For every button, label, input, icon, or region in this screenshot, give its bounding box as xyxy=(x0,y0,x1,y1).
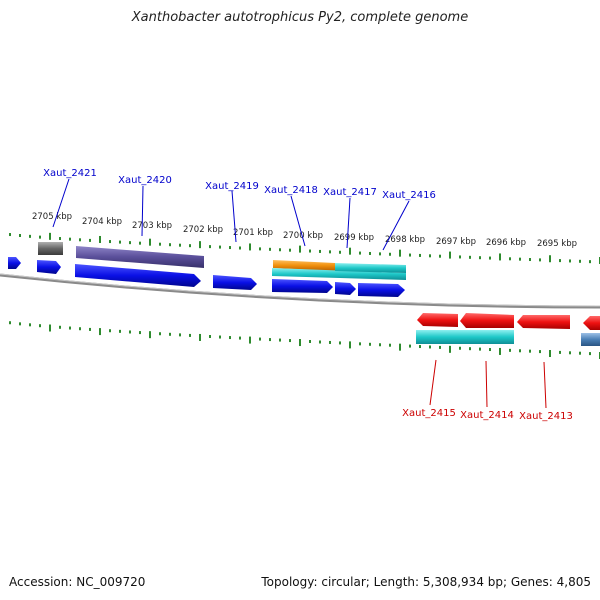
gene-arrow[interactable] xyxy=(75,264,201,287)
feature-box-orange[interactable] xyxy=(273,260,335,271)
gene-label[interactable]: Xaut_2414 xyxy=(460,410,514,421)
gene-arrow[interactable] xyxy=(213,275,257,290)
feature-box-cyan[interactable] xyxy=(416,330,514,344)
scale-label: 2698 kbp xyxy=(385,235,425,245)
gene-label[interactable]: Xaut_2420 xyxy=(118,175,172,186)
feature-box-cyan[interactable] xyxy=(272,268,406,280)
forward-strand xyxy=(8,242,406,297)
scale-ticks-top xyxy=(9,232,600,264)
gene-arrow[interactable] xyxy=(460,313,514,328)
gene-label[interactable]: Xaut_2419 xyxy=(205,181,259,192)
feature-box-purple[interactable] xyxy=(76,246,204,268)
gene-label[interactable]: Xaut_2416 xyxy=(382,190,436,201)
gene-arrow[interactable] xyxy=(335,282,356,295)
gene-label[interactable]: Xaut_2413 xyxy=(519,411,573,422)
scale-label: 2704 kbp xyxy=(82,217,122,227)
gene-arrow[interactable] xyxy=(583,316,600,330)
gene-arrow[interactable] xyxy=(417,313,458,327)
gene-label[interactable]: Xaut_2415 xyxy=(402,408,456,419)
scale-label: 2703 kbp xyxy=(132,221,172,231)
scale-label: 2705 kbp xyxy=(32,212,72,222)
genome-summary-text: Topology: circular; Length: 5,308,934 bp… xyxy=(261,575,591,589)
scale-label: 2700 kbp xyxy=(283,231,323,241)
accession-text: Accession: NC_009720 xyxy=(9,575,146,589)
gene-arrow[interactable] xyxy=(272,279,333,293)
gene-arrow[interactable] xyxy=(517,315,570,329)
reverse-labels: Xaut_2415 Xaut_2414 Xaut_2413 xyxy=(402,359,573,422)
scale-label: 2696 kbp xyxy=(486,238,526,248)
gene-arrow[interactable] xyxy=(37,260,61,274)
scale-label: 2702 kbp xyxy=(183,225,223,235)
feature-box-steel[interactable] xyxy=(581,333,600,346)
gene-arrow[interactable] xyxy=(8,257,21,269)
scale-label: 2699 kbp xyxy=(334,233,374,243)
gene-arrow[interactable] xyxy=(358,283,405,297)
gene-label[interactable]: Xaut_2421 xyxy=(43,168,97,179)
feature-box-cyan[interactable] xyxy=(335,263,406,273)
forward-labels: Xaut_2421 Xaut_2420 Xaut_2419 Xaut_2418 … xyxy=(43,168,436,251)
gene-label[interactable]: Xaut_2418 xyxy=(264,185,318,196)
scale-label: 2695 kbp xyxy=(537,239,577,249)
scale-label: 2697 kbp xyxy=(436,237,476,247)
feature-box-gray[interactable] xyxy=(38,242,63,255)
reverse-strand xyxy=(416,313,600,346)
scale-labels: 2705 kbp 2704 kbp 2703 kbp 2702 kbp 2701… xyxy=(32,212,577,249)
scale-label: 2701 kbp xyxy=(233,228,273,238)
gene-label[interactable]: Xaut_2417 xyxy=(323,187,377,198)
genome-backbone xyxy=(0,273,600,309)
genome-title: Xanthobacter autotrophicus Py2, complete… xyxy=(131,10,469,25)
scale-ticks-bottom xyxy=(9,321,600,359)
